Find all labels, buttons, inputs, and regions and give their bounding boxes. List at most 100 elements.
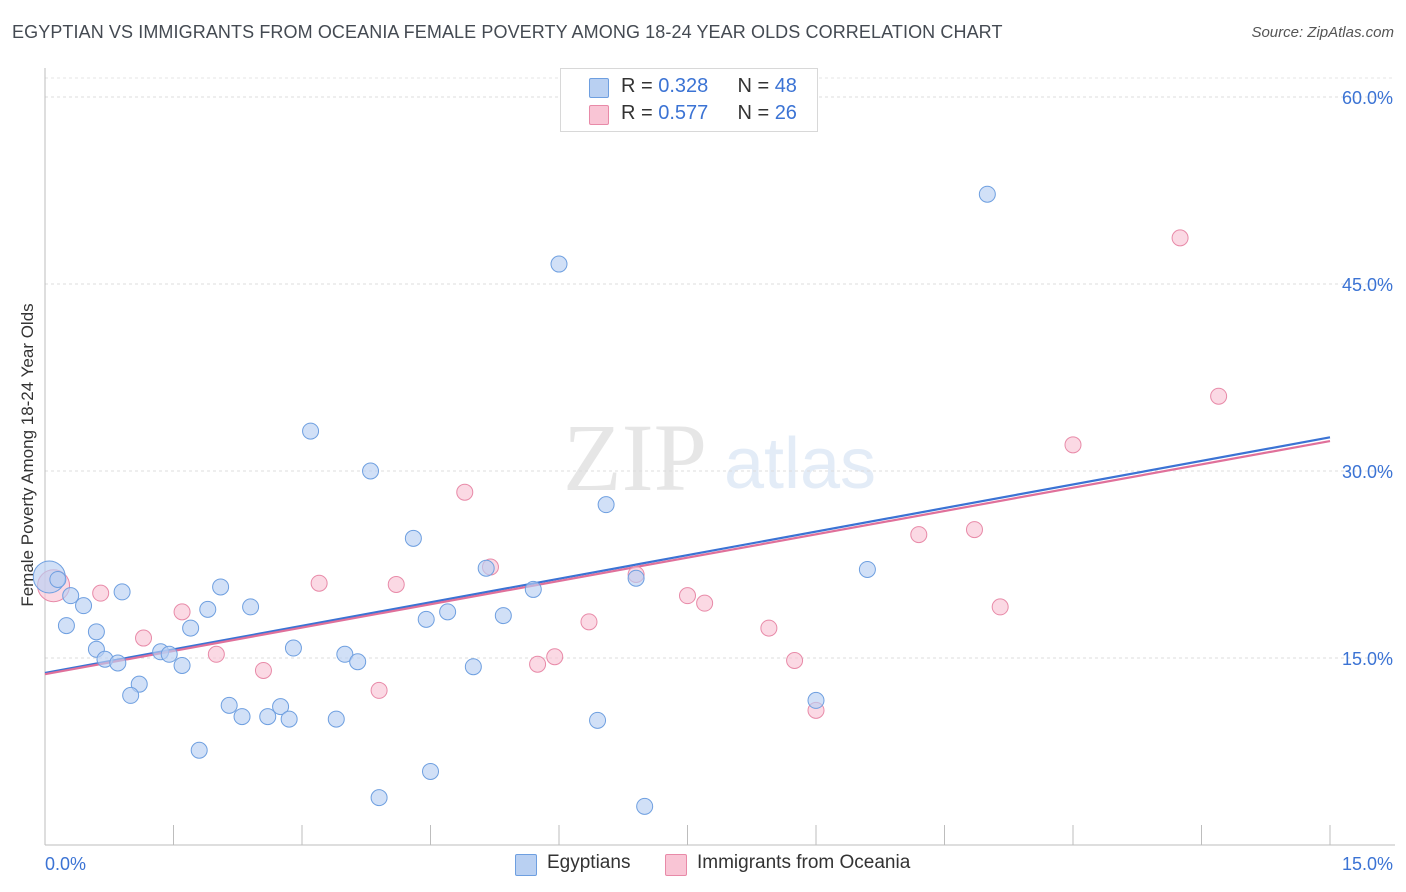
- egyptians-point: [336, 645, 354, 663]
- oceania-point: [546, 648, 564, 666]
- egyptians-point: [302, 422, 320, 440]
- watermark: ZIP atlas: [563, 404, 876, 511]
- trend-lines: [44, 436, 1331, 676]
- x-tick-label: 15.0%: [1342, 854, 1393, 874]
- oceania-point: [679, 587, 696, 605]
- r-label: R =: [621, 102, 659, 124]
- egyptians-point: [113, 583, 131, 601]
- egyptians-point: [978, 185, 996, 203]
- r-label: R =: [621, 75, 659, 97]
- egyptians-point: [160, 645, 178, 663]
- y-tick-label: 30.0%: [1342, 462, 1393, 482]
- egyptians-point: [242, 598, 260, 616]
- legend-swatch-egyptians: [515, 854, 537, 876]
- egyptians-point: [109, 654, 127, 672]
- egyptians-point: [494, 607, 512, 625]
- series-legend: Egyptians Immigrants from Oceania: [0, 852, 1406, 876]
- x-tick-label: 0.0%: [45, 854, 86, 874]
- oceania-point: [580, 613, 598, 631]
- egyptians-point: [190, 741, 208, 759]
- egyptians-point: [636, 797, 654, 815]
- egyptians-point: [233, 708, 251, 726]
- n-label: N =: [737, 75, 775, 97]
- oceania-point: [387, 575, 405, 593]
- oceania-point: [1171, 229, 1189, 247]
- egyptians-point: [280, 710, 298, 728]
- n-value: 26: [774, 102, 797, 124]
- oceania-point: [965, 521, 983, 539]
- oceania-point: [786, 651, 804, 669]
- r-value: 0.328: [658, 75, 709, 97]
- r-value: 0.577: [658, 102, 709, 124]
- oceania-point: [456, 483, 474, 501]
- legend-label-oceania: Immigrants from Oceania: [697, 852, 911, 873]
- oceania-trend-line: [44, 439, 1331, 676]
- egyptians-point: [272, 698, 290, 716]
- egyptians-point: [439, 603, 457, 621]
- oceania-point: [370, 681, 388, 699]
- oceania-point: [910, 526, 928, 544]
- oceania-point: [207, 645, 225, 663]
- egyptians-trend-line: [44, 436, 1331, 675]
- y-tick-label: 15.0%: [1342, 649, 1393, 669]
- oceania-point: [1210, 387, 1228, 405]
- egyptians-point: [212, 578, 230, 596]
- legend-swatch-oceania: [665, 854, 687, 876]
- oceania-point: [529, 655, 547, 673]
- oceania-point: [991, 598, 1009, 616]
- stats-legend: R = 0.328 N = 48 R = 0.577 N = 26: [560, 68, 818, 132]
- data-points: [32, 185, 1228, 815]
- egyptians-point: [417, 610, 435, 628]
- swatch-oceania: [589, 105, 609, 125]
- oceania-point: [696, 594, 714, 612]
- oceania-point: [92, 584, 110, 602]
- egyptians-point: [370, 789, 388, 807]
- egyptians-point: [362, 462, 380, 480]
- egyptians-point: [199, 600, 217, 618]
- watermark-atlas: atlas: [724, 424, 876, 504]
- egyptians-point: [550, 255, 568, 273]
- egyptians-point: [349, 653, 367, 671]
- egyptians-point: [627, 569, 645, 587]
- egyptians-point: [130, 675, 148, 693]
- oceania-point: [760, 619, 778, 637]
- oceania-point: [254, 661, 272, 679]
- gridlines: [45, 77, 1395, 659]
- egyptians-point: [597, 496, 615, 514]
- oceania-point: [1064, 436, 1082, 454]
- y-tick-label: 45.0%: [1342, 275, 1393, 295]
- egyptians-point: [122, 686, 140, 704]
- egyptians-point: [259, 708, 277, 726]
- egyptians-point: [477, 559, 495, 577]
- egyptians-point: [524, 580, 542, 598]
- egyptians-point: [464, 658, 482, 676]
- egyptians-point: [404, 529, 422, 547]
- egyptians-point: [87, 623, 105, 641]
- egyptians-point: [49, 570, 67, 588]
- oceania-point: [173, 603, 191, 621]
- egyptians-point: [182, 619, 200, 637]
- y-tick-label: 60.0%: [1342, 88, 1393, 108]
- egyptians-point: [57, 617, 75, 635]
- axes: [44, 68, 1395, 846]
- egyptians-point: [62, 587, 80, 605]
- n-value: 48: [774, 75, 797, 97]
- oceania-point: [310, 574, 328, 592]
- egyptians-point: [220, 696, 238, 714]
- swatch-egyptians: [589, 78, 609, 98]
- egyptians-point: [173, 656, 191, 674]
- egyptians-point: [589, 711, 607, 729]
- legend-label-egyptians: Egyptians: [547, 852, 631, 873]
- n-label: N =: [737, 102, 775, 124]
- egyptians-point: [327, 710, 345, 728]
- oceania-point: [135, 629, 153, 647]
- chart-title: EGYPTIAN VS IMMIGRANTS FROM OCEANIA FEMA…: [12, 22, 1003, 42]
- egyptians-point: [807, 691, 825, 709]
- tick-labels: 15.0% 30.0% 45.0% 60.0% 0.0% 15.0%: [45, 88, 1393, 874]
- egyptians-point: [284, 639, 302, 657]
- egyptians-point: [858, 560, 876, 578]
- source-label: Source: ZipAtlas.com: [1251, 24, 1394, 41]
- egyptians-point: [422, 762, 439, 780]
- watermark-zip: ZIP: [563, 404, 707, 511]
